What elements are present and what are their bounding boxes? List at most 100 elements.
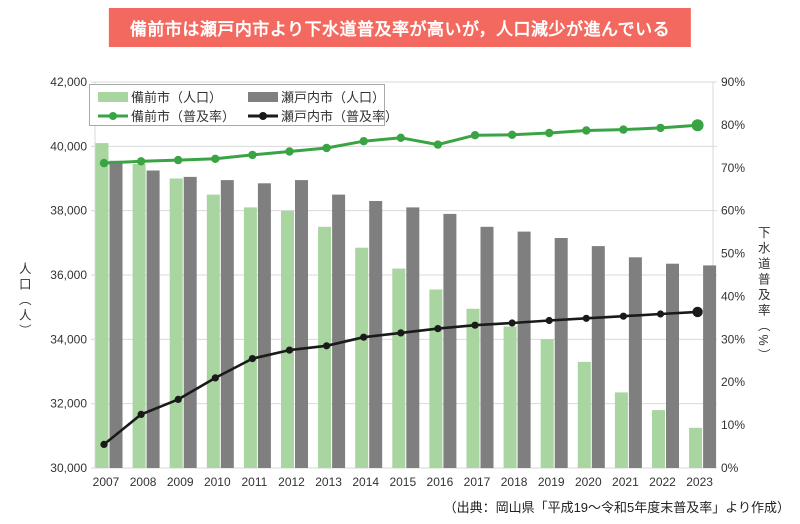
bar-setouchi-pop-2016: [443, 213, 457, 468]
dot-setouchi-rate-2007: [100, 440, 108, 448]
bar-setouchi-pop-2018: [517, 231, 531, 468]
page-title: 備前市は瀬戸内市より下水道普及率が高いが，人口減少が進んでいる: [108, 8, 692, 47]
setouchi-population-swatch: [248, 91, 278, 102]
dot-bizen-rate-2021: [619, 125, 628, 134]
bar-setouchi-pop-2012: [295, 180, 308, 468]
chart-legend: 備前市（人口） 瀬戸内市（人口） 備前市（普及率） 瀬戸内市（普及率）: [89, 84, 398, 126]
x-tick-label-2016: 2016: [427, 475, 454, 489]
tick-labels: 30,000 32,000 34,000 36,000 38,000 40,000 42,0…: [50, 75, 745, 489]
x-tick-label-2018: 2018: [501, 475, 528, 489]
dot-bizen-rate-2010: [211, 154, 220, 163]
y-right-tick-label-40: 40%: [721, 289, 745, 303]
legend-label-setouchi-population: 瀬戸内市（人口）: [281, 90, 386, 105]
dot-setouchi-rate-2009: [174, 395, 182, 403]
y-right-tick-label-90: 90%: [721, 75, 745, 89]
x-tick-label-2012: 2012: [278, 475, 305, 489]
bars: [95, 143, 717, 469]
bar-setouchi-pop-2015: [406, 207, 420, 468]
dot-setouchi-rate-2015: [397, 329, 405, 337]
legend-label-bizen-rate: 備前市（普及率）: [131, 109, 236, 124]
bar-bizen-pop-2010: [206, 194, 220, 468]
dot-setouchi-rate-2022: [656, 310, 665, 318]
dot-setouchi-rate-2017: [471, 321, 479, 329]
x-tick-label-2019: 2019: [538, 475, 565, 489]
bizen-rate-swatch: [98, 111, 128, 120]
bar-setouchi-pop-2014: [369, 201, 383, 468]
dot-setouchi-rate-2014: [360, 333, 368, 341]
x-tick-label-2009: 2009: [167, 475, 194, 489]
legend-item-setouchi-rate: 瀬戸内市（普及率）: [248, 106, 398, 125]
line-bizen-rate: [103, 123, 698, 165]
dot-setouchi-rate-2013: [323, 342, 331, 350]
bar-bizen-pop-2020: [577, 361, 591, 468]
y-left-tick-label-36000: 36,000: [50, 268, 87, 282]
dot-setouchi-rate-2020: [582, 314, 590, 322]
bar-bizen-pop-2022: [652, 410, 665, 468]
legend-item-setouchi-population: 瀬戸内市（人口）: [248, 87, 398, 106]
legend-item-bizen-population: 備前市（人口）: [98, 87, 248, 106]
x-tick-label-2017: 2017: [464, 475, 491, 489]
dot-bizen-rate-2014: [359, 137, 368, 146]
y-left-tick-label-32000: 32,000: [50, 397, 87, 411]
x-tick-label-2015: 2015: [389, 475, 416, 489]
dot-bizen-rate-2020: [582, 126, 591, 135]
x-tick-label-2023: 2023: [686, 475, 713, 489]
bar-setouchi-pop-2009: [183, 176, 197, 468]
dot-setouchi-rate-2011: [248, 355, 256, 363]
dot-bizen-rate-2023: [691, 119, 704, 132]
bar-setouchi-pop-2007: [109, 160, 123, 469]
y-right-tick-label-10: 10%: [721, 418, 745, 432]
y-right-tick-label-30: 30%: [721, 332, 745, 346]
bar-setouchi-pop-2023: [703, 265, 717, 468]
bizen-rate-swatch-dot: [109, 111, 117, 120]
right-axis-title: 下水道普及率（%）: [755, 226, 770, 365]
bar-setouchi-pop-2021: [628, 257, 642, 468]
bar-bizen-pop-2021: [614, 392, 628, 468]
dot-bizen-rate-2022: [656, 123, 665, 133]
bar-setouchi-pop-2013: [332, 194, 346, 468]
x-tick-label-2020: 2020: [575, 475, 602, 489]
x-tick-label-2022: 2022: [649, 475, 676, 489]
bar-series-bizen-pop: [95, 143, 703, 469]
lines: [99, 119, 704, 448]
bar-bizen-pop-2014: [355, 247, 369, 468]
y-right-tick-label-0: 0%: [721, 461, 739, 475]
dot-bizen-rate-2012: [285, 147, 294, 156]
dot-bizen-rate-2011: [248, 150, 257, 160]
dot-setouchi-rate-2008: [137, 410, 145, 418]
line-series-setouchi-rate: [100, 306, 703, 448]
y-left-tick-label-30000: 30,000: [50, 461, 87, 475]
bar-bizen-pop-2009: [169, 178, 183, 468]
dot-bizen-rate-2016: [433, 140, 443, 149]
bar-bizen-pop-2012: [281, 210, 294, 468]
source-note: （出典：岡山県「平成19～令和5年度末普及率」より作成）: [443, 500, 790, 515]
bar-bizen-pop-2018: [503, 326, 517, 468]
dot-bizen-rate-2007: [99, 158, 109, 168]
legend-item-bizen-rate: 備前市（普及率）: [98, 106, 248, 125]
bar-setouchi-pop-2011: [257, 183, 271, 469]
dot-bizen-rate-2008: [136, 157, 146, 166]
bar-setouchi-pop-2010: [220, 180, 234, 468]
y-left-tick-label-34000: 34,000: [50, 332, 87, 346]
y-right-tick-label-60: 60%: [721, 204, 745, 218]
x-tick-label-2008: 2008: [130, 475, 157, 489]
dot-bizen-rate-2017: [470, 131, 480, 140]
bar-setouchi-pop-2022: [666, 263, 679, 468]
dot-setouchi-rate-2023: [692, 306, 703, 318]
legend-label-bizen-population: 備前市（人口）: [131, 90, 223, 105]
dot-bizen-rate-2018: [507, 130, 517, 139]
y-right-tick-label-20: 20%: [721, 375, 745, 389]
bizen-population-swatch: [98, 91, 128, 102]
line-series-bizen-rate: [99, 119, 704, 168]
bar-bizen-pop-2019: [540, 339, 554, 468]
setouchi-rate-swatch-dot: [259, 111, 267, 120]
x-tick-label-2014: 2014: [352, 475, 379, 489]
left-axis-title: 人口（人）: [16, 262, 31, 340]
dot-bizen-rate-2013: [322, 143, 331, 153]
bar-bizen-pop-2011: [243, 207, 257, 468]
bar-bizen-pop-2023: [689, 427, 703, 468]
bar-bizen-pop-2015: [392, 268, 406, 468]
bar-setouchi-pop-2017: [480, 226, 494, 469]
